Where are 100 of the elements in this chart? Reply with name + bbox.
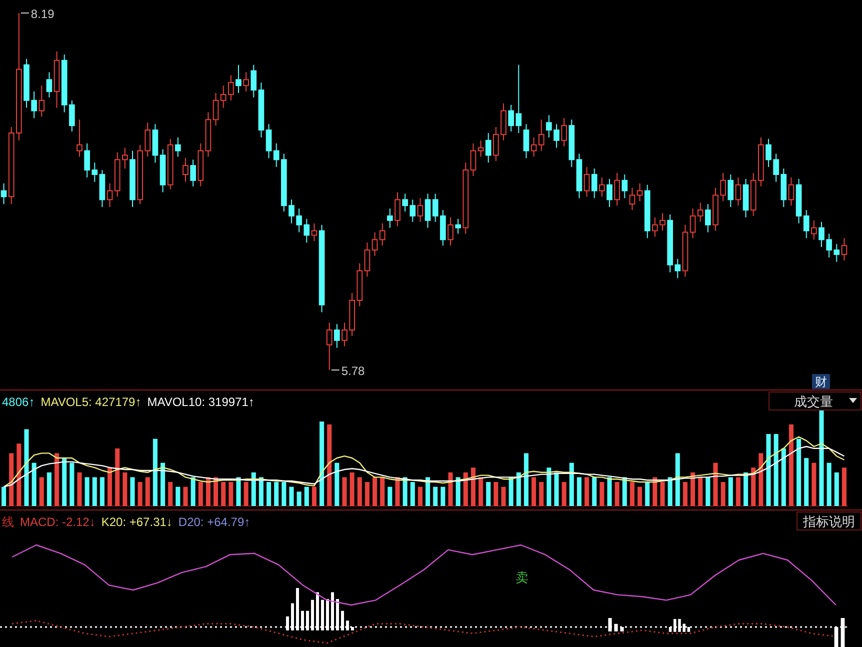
- bar: [372, 477, 378, 506]
- candlestick: [250, 64, 257, 98]
- bar: [32, 462, 36, 506]
- bar: [410, 482, 415, 506]
- candlestick: [614, 172, 620, 206]
- bar: [320, 422, 324, 506]
- candlestick: [629, 187, 636, 211]
- bar: [819, 410, 824, 506]
- bar: [214, 477, 218, 506]
- bar: [380, 477, 385, 506]
- bar: [630, 482, 634, 506]
- bar: [296, 492, 302, 506]
- bar: [508, 477, 514, 506]
- bar: [470, 468, 476, 506]
- bar: [9, 453, 14, 506]
- bar: [706, 477, 710, 506]
- bar: [463, 472, 468, 506]
- candlestick: [0, 182, 7, 205]
- candlestick: [394, 192, 400, 227]
- bar: [744, 472, 748, 506]
- bar: [258, 477, 264, 506]
- bar: [168, 482, 173, 506]
- candlestick: [236, 64, 242, 94]
- bar: [145, 477, 150, 506]
- bar: [532, 477, 536, 506]
- text: K20: +67.31↓: [101, 515, 172, 529]
- candlestick: [705, 204, 711, 233]
- candlestick: [106, 182, 113, 208]
- bar: [546, 468, 552, 506]
- bar: [395, 477, 400, 506]
- bar: [539, 482, 544, 506]
- bar: [221, 482, 226, 506]
- candlestick: [266, 124, 272, 159]
- candlestick: [424, 193, 431, 228]
- candlestick: [417, 198, 424, 222]
- bar: [433, 486, 438, 506]
- bar: [62, 458, 67, 506]
- candlestick: [697, 202, 704, 222]
- candlestick: [182, 158, 188, 182]
- bar: [524, 453, 528, 506]
- bar: [92, 477, 97, 506]
- candlestick: [243, 72, 249, 92]
- bar: [54, 453, 60, 506]
- candlestick: [485, 132, 492, 164]
- candlestick: [448, 216, 454, 246]
- bar: [592, 477, 597, 506]
- bar: [70, 462, 74, 506]
- bar: [682, 482, 688, 506]
- candlestick: [46, 72, 52, 98]
- bar: [388, 486, 392, 506]
- candlestick: [478, 140, 484, 158]
- bar: [282, 482, 286, 506]
- bar: [668, 477, 672, 506]
- candlestick: [38, 85, 45, 118]
- bar: [266, 482, 272, 506]
- bar: [244, 482, 248, 506]
- text: D20: +64.79↑: [178, 515, 250, 529]
- bar: [516, 472, 521, 506]
- text: MACD: -2.12↓: [20, 515, 96, 529]
- bar: [350, 472, 354, 506]
- bar: [152, 438, 158, 506]
- bar: [584, 477, 590, 506]
- text: 线: [2, 515, 14, 529]
- bar: [607, 477, 612, 506]
- bar: [728, 477, 733, 506]
- bar: [304, 486, 309, 506]
- bar: [334, 462, 340, 506]
- bar: [160, 462, 166, 506]
- candlestick: [470, 142, 476, 176]
- bar: [675, 453, 680, 506]
- bar: [251, 472, 256, 506]
- candlestick: [379, 222, 386, 246]
- bar: [46, 472, 52, 506]
- candlestick: [690, 208, 696, 239]
- bar: [494, 482, 498, 506]
- bar: [796, 438, 802, 506]
- bar: [645, 482, 650, 506]
- bar: [562, 482, 566, 506]
- annotation: 5.78: [341, 364, 366, 378]
- bar: [758, 453, 764, 506]
- bar: [713, 462, 718, 506]
- text: MAVOL5: 427179↑: [40, 395, 142, 409]
- candlestick: [190, 159, 196, 187]
- bar: [198, 482, 203, 506]
- bar: [190, 477, 196, 506]
- bar: [478, 477, 484, 506]
- bar: [576, 477, 582, 506]
- bar: [289, 486, 294, 506]
- text: 指标说明: [802, 514, 855, 529]
- bar: [781, 448, 786, 506]
- annotation: 卖: [516, 570, 528, 585]
- candlestick: [599, 176, 605, 198]
- bar: [138, 482, 142, 506]
- candlestick: [728, 174, 734, 208]
- bar: [622, 477, 627, 506]
- candlestick: [76, 119, 82, 158]
- candlestick: [523, 124, 530, 159]
- candlestick: [326, 322, 332, 370]
- bar: [834, 472, 839, 506]
- bar: [16, 444, 22, 506]
